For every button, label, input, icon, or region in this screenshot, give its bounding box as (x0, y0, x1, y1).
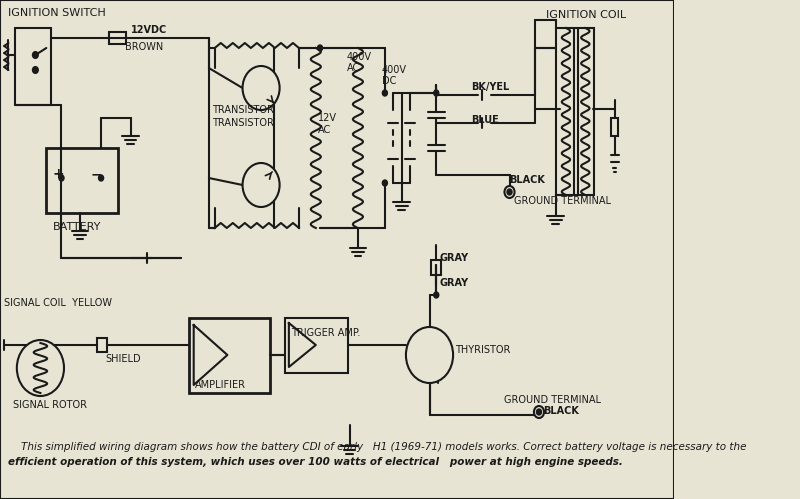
Bar (110, 32, 126, 44)
Text: IGNITION SWITCH: IGNITION SWITCH (9, 8, 106, 18)
Circle shape (242, 163, 280, 207)
Circle shape (406, 327, 453, 383)
Text: AMPLIFIER: AMPLIFIER (195, 380, 246, 390)
Bar (206, 20, 534, 265)
Polygon shape (139, 253, 147, 263)
Text: efficient operation of this system, which uses over 100 watts of electrical   po: efficient operation of this system, whic… (9, 457, 623, 467)
Text: GROUND TERMINAL: GROUND TERMINAL (504, 395, 601, 405)
Circle shape (505, 186, 514, 198)
Text: TRANSISTOR: TRANSISTOR (212, 118, 274, 128)
Circle shape (507, 189, 512, 195)
Polygon shape (388, 146, 398, 159)
Circle shape (318, 45, 322, 51)
Text: GRAY: GRAY (440, 253, 469, 263)
Text: SHIELD: SHIELD (106, 354, 141, 364)
Polygon shape (405, 146, 415, 159)
Text: GROUND TERMINAL: GROUND TERMINAL (514, 196, 610, 206)
Circle shape (33, 52, 38, 58)
Text: 400V: 400V (382, 65, 406, 75)
Text: DC: DC (382, 76, 396, 86)
Text: −: − (90, 167, 102, 181)
Circle shape (33, 67, 38, 73)
Text: 400V: 400V (347, 52, 372, 62)
Text: BATTERY: BATTERY (53, 222, 102, 232)
Text: BROWN: BROWN (125, 42, 163, 52)
Bar (97, 338, 107, 352)
Bar (190, 318, 270, 393)
Circle shape (534, 406, 544, 418)
Polygon shape (482, 90, 491, 100)
Bar (556, 28, 594, 195)
Circle shape (434, 90, 438, 96)
Bar (285, 318, 348, 373)
Circle shape (537, 409, 542, 415)
Text: BLACK: BLACK (543, 406, 579, 416)
Circle shape (382, 180, 387, 186)
Text: +: + (52, 167, 64, 181)
Bar (181, 295, 539, 425)
Text: IGNITION COIL: IGNITION COIL (546, 10, 626, 20)
Text: BLUE: BLUE (472, 115, 499, 125)
Text: TRANSISTOR: TRANSISTOR (212, 105, 274, 115)
Bar (431, 260, 442, 275)
Bar (611, 118, 618, 136)
Text: SIGNAL COIL  YELLOW: SIGNAL COIL YELLOW (4, 298, 112, 308)
Circle shape (242, 66, 280, 110)
Circle shape (17, 340, 64, 396)
Text: 12VDC: 12VDC (130, 25, 166, 35)
Circle shape (59, 175, 64, 181)
Circle shape (382, 90, 387, 96)
Circle shape (434, 292, 438, 298)
Circle shape (98, 175, 103, 181)
Text: BLACK: BLACK (510, 175, 546, 185)
Text: BK/YEL: BK/YEL (472, 82, 510, 92)
Polygon shape (417, 342, 438, 368)
Text: 12V
AC: 12V AC (318, 113, 338, 135)
Text: SIGNAL ROTOR: SIGNAL ROTOR (13, 400, 86, 410)
Text: GRAY: GRAY (440, 278, 469, 288)
Bar (46, 148, 118, 213)
Text: THYRISTOR: THYRISTOR (454, 345, 510, 355)
Polygon shape (388, 110, 398, 123)
Text: AC: AC (347, 63, 360, 73)
Text: TRIGGER AMP.: TRIGGER AMP. (290, 328, 360, 338)
Text: This simplified wiring diagram shows how the battery CDI of early   H1 (1969-71): This simplified wiring diagram shows how… (9, 442, 747, 452)
Polygon shape (405, 110, 415, 123)
Polygon shape (482, 118, 491, 128)
